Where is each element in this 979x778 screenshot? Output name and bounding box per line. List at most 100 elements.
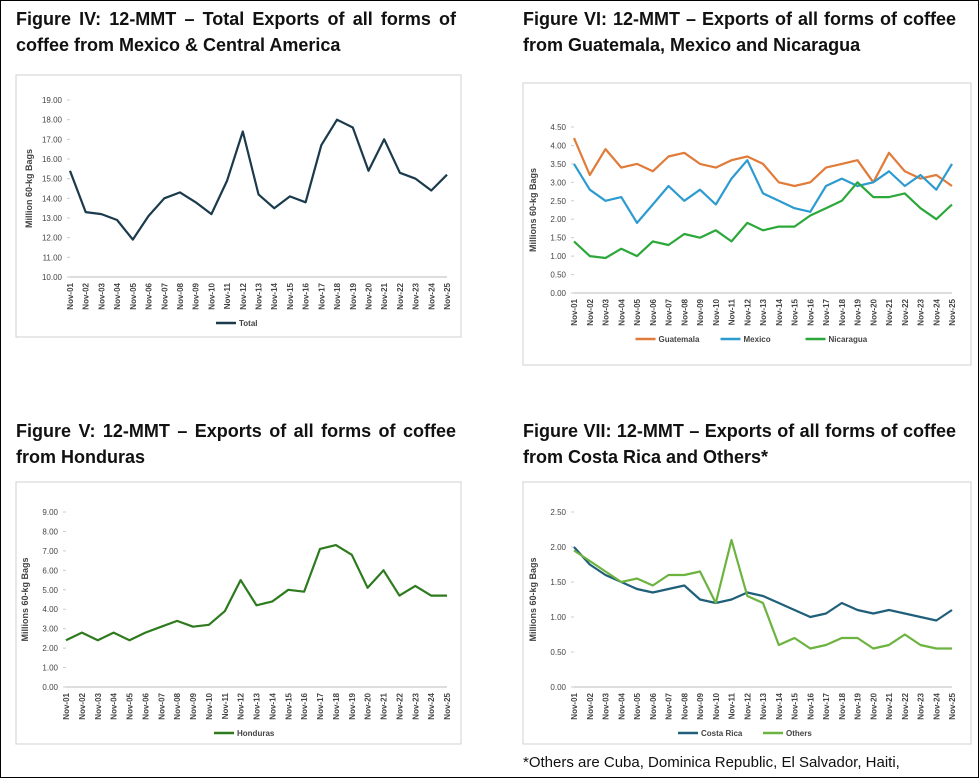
x-tick-label: Nov-08 xyxy=(680,692,689,719)
y-tick-label: 11.00 xyxy=(43,253,63,262)
x-tick-label: Nov-13 xyxy=(759,692,768,719)
chart-box xyxy=(15,74,462,338)
x-tick-label: Nov-03 xyxy=(97,282,106,309)
x-tick-label: Nov-23 xyxy=(917,692,926,719)
y-tick-label: 19.00 xyxy=(42,96,63,105)
y-tick-label: 1.00 xyxy=(550,252,566,261)
figure-title: Figure V: 12-MMT – Exports of all forms … xyxy=(16,421,456,467)
y-tick-label: 0.00 xyxy=(550,289,566,298)
x-tick-label: Nov-10 xyxy=(712,298,721,325)
x-tick-label: Nov-24 xyxy=(932,298,941,325)
x-tick-label: Nov-03 xyxy=(602,298,611,325)
x-tick-label: Nov-12 xyxy=(239,282,248,309)
x-tick-label: Nov-03 xyxy=(94,692,103,719)
x-tick-label: Nov-07 xyxy=(665,692,674,719)
y-tick-label: 0.00 xyxy=(550,683,566,692)
x-tick-label: Nov-11 xyxy=(223,282,232,309)
x-tick-label: Nov-13 xyxy=(255,282,264,309)
x-tick-label: Nov-17 xyxy=(822,692,831,719)
y-tick-label: 3.00 xyxy=(42,625,58,634)
legend-label: Honduras xyxy=(237,729,275,738)
x-tick-label: Nov-01 xyxy=(570,692,579,719)
legend-label: Mexico xyxy=(744,335,771,344)
y-tick-label: 2.00 xyxy=(550,543,566,552)
legend-label: Total xyxy=(239,319,258,328)
x-tick-label: Nov-01 xyxy=(570,298,579,325)
x-tick-label: Nov-25 xyxy=(948,692,957,719)
y-tick-label: 3.00 xyxy=(550,178,566,187)
x-tick-label: Nov-12 xyxy=(237,692,246,719)
y-tick-label: 4.00 xyxy=(550,141,566,150)
x-tick-label: Nov-17 xyxy=(316,692,325,719)
x-tick-label: Nov-15 xyxy=(791,692,800,719)
x-tick-label: Nov-09 xyxy=(189,692,198,719)
x-tick-label: Nov-06 xyxy=(141,692,150,719)
x-tick-label: Nov-23 xyxy=(412,282,421,309)
chart-box xyxy=(522,481,972,745)
x-tick-label: Nov-08 xyxy=(680,298,689,325)
x-tick-label: Nov-10 xyxy=(205,692,214,719)
y-tick-label: 13.00 xyxy=(42,214,63,223)
x-tick-label: Nov-22 xyxy=(901,298,910,325)
x-tick-label: Nov-14 xyxy=(268,692,277,719)
x-tick-label: Nov-24 xyxy=(427,282,436,309)
x-tick-label: Nov-20 xyxy=(364,692,373,719)
x-tick-label: Nov-05 xyxy=(633,692,642,719)
x-tick-label: Nov-02 xyxy=(586,692,595,719)
x-tick-label: Nov-21 xyxy=(380,692,389,719)
y-tick-label: 2.50 xyxy=(550,508,566,517)
x-tick-label: Nov-13 xyxy=(759,298,768,325)
series-line xyxy=(572,137,953,188)
y-tick-label: 10.00 xyxy=(42,273,63,282)
x-tick-label: Nov-17 xyxy=(317,282,326,309)
y-tick-label: 17.00 xyxy=(42,135,63,144)
x-tick-label: Nov-12 xyxy=(743,298,752,325)
x-tick-label: Nov-19 xyxy=(854,298,863,325)
y-tick-label: 1.00 xyxy=(42,664,58,673)
x-tick-label: Nov-09 xyxy=(696,692,705,719)
figure-title: Figure VII: 12-MMT – Exports of all form… xyxy=(523,421,956,467)
y-tick-label: 14.00 xyxy=(42,194,63,203)
x-tick-label: Nov-18 xyxy=(333,282,342,309)
x-tick-label: Nov-08 xyxy=(176,282,185,309)
x-tick-label: Nov-25 xyxy=(443,282,452,309)
x-tick-label: Nov-04 xyxy=(617,692,626,719)
y-tick-label: 1.50 xyxy=(550,578,566,587)
x-tick-label: Nov-16 xyxy=(302,282,311,309)
x-tick-label: Nov-07 xyxy=(665,298,674,325)
y-tick-label: 12.00 xyxy=(42,234,63,243)
x-tick-label: Nov-11 xyxy=(728,298,737,325)
x-tick-label: Nov-09 xyxy=(192,282,201,309)
figure-title: Figure VI: 12-MMT – Exports of all forms… xyxy=(523,9,956,55)
x-tick-label: Nov-12 xyxy=(743,692,752,719)
x-tick-label: Nov-15 xyxy=(284,692,293,719)
y-tick-label: 6.00 xyxy=(42,566,58,575)
x-tick-label: Nov-14 xyxy=(270,282,279,309)
x-tick-label: Nov-25 xyxy=(948,298,957,325)
x-tick-label: Nov-18 xyxy=(838,298,847,325)
x-tick-label: Nov-11 xyxy=(221,692,230,719)
x-tick-label: Nov-24 xyxy=(427,692,436,719)
x-tick-label: Nov-22 xyxy=(901,692,910,719)
x-tick-label: Nov-04 xyxy=(110,692,119,719)
x-tick-label: Nov-05 xyxy=(129,282,138,309)
y-tick-label: 15.00 xyxy=(42,175,63,184)
x-tick-label: Nov-06 xyxy=(145,282,154,309)
y-tick-label: 18.00 xyxy=(42,116,63,125)
x-tick-label: Nov-11 xyxy=(728,692,737,719)
x-tick-label: Nov-18 xyxy=(332,692,341,719)
y-tick-label: 9.00 xyxy=(42,508,58,517)
series-line xyxy=(573,159,953,224)
x-tick-label: Nov-10 xyxy=(207,282,216,309)
y-tick-label: 2.00 xyxy=(42,644,58,653)
y-tick-label: 7.00 xyxy=(42,547,58,556)
x-tick-label: Nov-20 xyxy=(364,282,373,309)
x-tick-label: Nov-02 xyxy=(78,692,87,719)
x-tick-label: Nov-07 xyxy=(160,282,169,309)
y-tick-label: 4.50 xyxy=(550,123,566,132)
x-tick-label: Nov-15 xyxy=(286,282,295,309)
x-tick-label: Nov-18 xyxy=(838,692,847,719)
legend-label: Others xyxy=(786,729,812,738)
